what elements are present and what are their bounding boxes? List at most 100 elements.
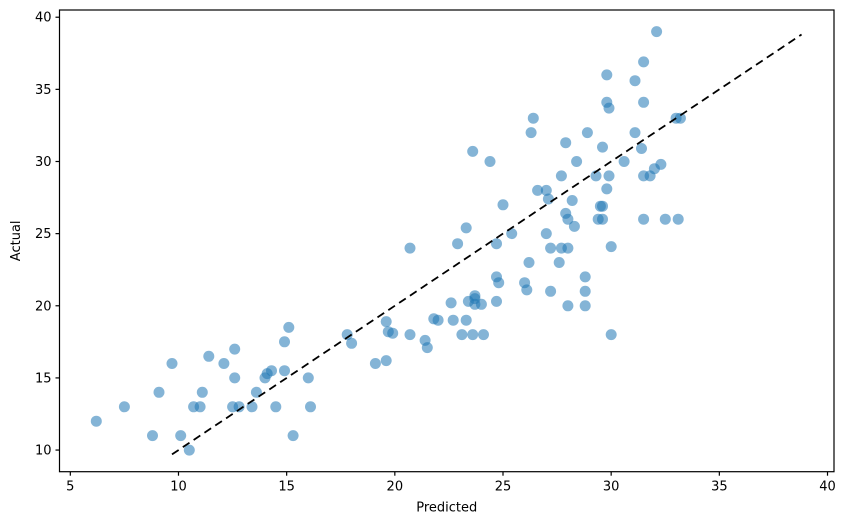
- data-point: [521, 284, 533, 296]
- data-point: [579, 285, 591, 297]
- data-point: [194, 401, 206, 413]
- data-point: [553, 257, 565, 268]
- data-point: [279, 336, 290, 348]
- data-point: [447, 314, 459, 326]
- plot-border: [58, 9, 835, 473]
- x-tick-label: 5: [66, 480, 74, 495]
- data-point: [432, 314, 444, 326]
- data-point: [638, 213, 650, 225]
- data-point: [484, 156, 496, 167]
- data-point: [118, 401, 130, 413]
- data-point: [445, 297, 457, 309]
- data-point: [404, 329, 416, 341]
- data-point: [581, 127, 593, 139]
- data-point: [560, 137, 572, 149]
- data-point: [659, 213, 671, 225]
- data-point: [590, 170, 602, 182]
- data-point: [601, 183, 613, 195]
- x-tick-label: 40: [819, 480, 836, 495]
- data-point: [540, 184, 552, 196]
- data-point: [603, 170, 615, 182]
- data-point: [380, 355, 392, 367]
- data-point: [469, 290, 481, 302]
- data-point: [497, 199, 509, 211]
- data-point: [638, 96, 650, 108]
- data-point: [540, 228, 552, 240]
- y-tick-label: 20: [35, 299, 52, 314]
- x-tick-label: 20: [387, 480, 404, 495]
- data-point: [597, 141, 608, 153]
- y-tick-label: 30: [35, 155, 52, 170]
- data-point: [387, 327, 399, 339]
- data-point: [566, 195, 578, 206]
- data-point: [266, 365, 277, 377]
- data-point: [90, 415, 102, 427]
- x-tick-label: 25: [495, 480, 512, 495]
- data-point: [404, 242, 416, 254]
- data-point: [203, 350, 215, 362]
- data-point: [579, 300, 591, 312]
- y-tick-label: 40: [35, 11, 52, 26]
- data-point: [478, 329, 489, 341]
- data-point: [562, 242, 574, 254]
- data-point: [287, 430, 299, 442]
- data-point: [532, 184, 544, 196]
- data-point: [250, 386, 262, 398]
- data-point: [506, 228, 518, 240]
- data-point: [229, 372, 241, 384]
- data-point: [555, 170, 567, 182]
- data-point: [629, 75, 641, 87]
- data-point: [597, 200, 608, 212]
- identity-line: [171, 33, 803, 456]
- data-point: [233, 401, 245, 413]
- data-point: [560, 207, 572, 219]
- data-point: [467, 145, 479, 157]
- data-point: [545, 285, 557, 297]
- data-point: [183, 444, 195, 456]
- data-point: [346, 337, 358, 349]
- x-tick-label: 10: [170, 480, 187, 495]
- data-point: [603, 102, 615, 114]
- y-tick-label: 15: [35, 371, 52, 386]
- data-point: [467, 329, 479, 341]
- data-point: [601, 69, 613, 81]
- data-point: [153, 386, 165, 398]
- x-tick-label: 15: [278, 480, 295, 495]
- data-point: [147, 430, 158, 442]
- y-tick-label: 35: [35, 83, 52, 98]
- data-point: [527, 112, 539, 124]
- data-point: [460, 222, 472, 234]
- x-tick-label: 35: [711, 480, 728, 495]
- data-point: [305, 401, 316, 413]
- data-point: [491, 238, 502, 250]
- data-point: [651, 26, 663, 38]
- data-point: [452, 238, 464, 250]
- data-point: [380, 316, 392, 328]
- data-point: [246, 401, 258, 413]
- data-point: [283, 321, 295, 333]
- data-point: [644, 170, 656, 182]
- data-point: [674, 112, 686, 124]
- data-point: [523, 257, 535, 268]
- data-point: [491, 295, 502, 307]
- data-point: [460, 314, 472, 326]
- data-point: [341, 329, 353, 341]
- scatter-points-layer: [90, 26, 686, 456]
- data-point: [618, 156, 630, 167]
- data-point: [638, 56, 650, 68]
- data-point: [571, 156, 583, 167]
- data-point: [196, 386, 208, 398]
- data-point: [605, 329, 617, 341]
- data-point: [302, 372, 314, 384]
- data-point: [270, 401, 282, 413]
- data-point: [655, 158, 667, 170]
- data-point: [369, 358, 381, 369]
- data-point: [456, 329, 468, 341]
- data-point: [525, 127, 537, 139]
- data-point: [545, 242, 557, 254]
- data-point: [579, 271, 591, 283]
- data-point: [629, 127, 641, 139]
- y-axis-label: Actual: [9, 220, 24, 261]
